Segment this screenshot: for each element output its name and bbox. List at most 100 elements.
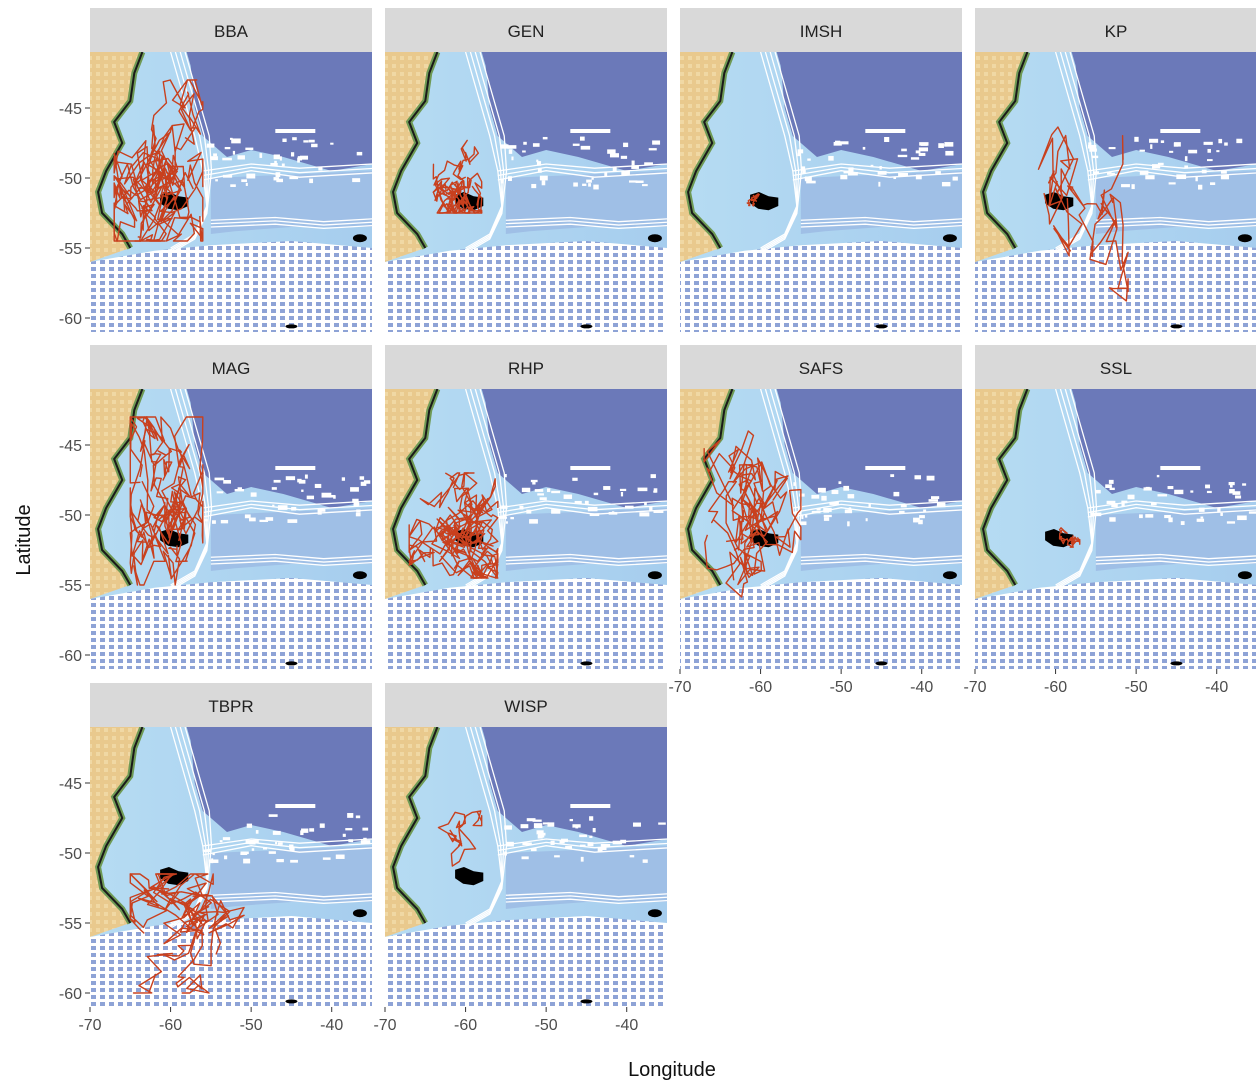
y-tick-label: -60 bbox=[59, 311, 82, 328]
ridge-band bbox=[1095, 508, 1256, 571]
coastline bbox=[982, 52, 1029, 249]
map-basemap bbox=[385, 52, 667, 332]
animal-tracks bbox=[437, 810, 483, 867]
track-line bbox=[162, 491, 197, 586]
track-line bbox=[1071, 186, 1129, 302]
south-georgia bbox=[942, 234, 957, 243]
south-georgia bbox=[352, 234, 367, 243]
south-america-land bbox=[680, 389, 733, 599]
map-panel-safs: SAFS bbox=[680, 345, 962, 669]
track-line bbox=[708, 480, 763, 598]
bathymetry-contours bbox=[759, 389, 962, 591]
south-orkney bbox=[1170, 324, 1183, 329]
facet-strip bbox=[680, 8, 962, 52]
track-line bbox=[432, 180, 465, 214]
map-panel-mag: MAG bbox=[90, 345, 372, 669]
y-tick-label: -45 bbox=[59, 776, 82, 793]
x-tick-label: -70 bbox=[963, 679, 986, 696]
facet-strip-label: GEN bbox=[508, 22, 545, 41]
track-line bbox=[432, 163, 458, 214]
y-tick-label: -50 bbox=[59, 171, 82, 188]
facet-strip-label: WISP bbox=[504, 697, 547, 716]
deep-ocean-basin bbox=[1071, 52, 1256, 171]
facet-strip-label: SAFS bbox=[799, 359, 843, 378]
facet-strip bbox=[385, 683, 667, 727]
south-orkney bbox=[285, 999, 298, 1004]
track-line bbox=[113, 155, 169, 222]
animal-tracks bbox=[129, 416, 204, 586]
coastline bbox=[97, 727, 144, 924]
facet-strip-label: TBPR bbox=[208, 697, 253, 716]
track-line bbox=[159, 151, 204, 222]
ridge-band bbox=[210, 846, 372, 909]
facet-strip-label: KP bbox=[1105, 22, 1128, 41]
x-tick-label: -40 bbox=[615, 1017, 638, 1034]
map-panel-rhp: RHP bbox=[385, 345, 667, 669]
facet-strip bbox=[385, 345, 667, 389]
south-orkney bbox=[580, 324, 593, 329]
track-line bbox=[704, 510, 779, 571]
south-georgia bbox=[352, 571, 367, 580]
track-line bbox=[156, 893, 231, 967]
x-tick-label: -60 bbox=[159, 1017, 182, 1034]
coastline bbox=[392, 52, 439, 249]
track-line bbox=[452, 139, 480, 181]
map-basemap bbox=[90, 389, 372, 669]
south-georgia bbox=[647, 571, 662, 580]
south-orkney bbox=[285, 661, 298, 666]
facet-strip-label: MAG bbox=[212, 359, 251, 378]
south-georgia bbox=[647, 234, 662, 243]
bathymetry-contours bbox=[759, 52, 962, 254]
track-line bbox=[733, 514, 768, 586]
track-line bbox=[129, 487, 173, 574]
facet-strip-label: RHP bbox=[508, 359, 544, 378]
facet-strip bbox=[90, 683, 372, 727]
track-line bbox=[153, 416, 204, 528]
track-line bbox=[148, 79, 202, 177]
facet-strip-label: BBA bbox=[214, 22, 249, 41]
track-line bbox=[1037, 126, 1083, 257]
animal-tracks bbox=[746, 193, 760, 207]
track-line bbox=[1058, 527, 1073, 545]
scotia-sea-texture bbox=[90, 578, 372, 669]
scotia-sea-texture bbox=[385, 241, 667, 332]
facet-strip-label: IMSH bbox=[800, 22, 843, 41]
south-georgia bbox=[352, 909, 367, 918]
scotia-sea-texture bbox=[680, 241, 962, 332]
facet-strip bbox=[90, 345, 372, 389]
x-tick-label: -60 bbox=[1044, 679, 1067, 696]
south-orkney bbox=[580, 999, 593, 1004]
south-america-land bbox=[90, 389, 143, 599]
map-basemap bbox=[975, 389, 1256, 669]
x-tick-label: -50 bbox=[1125, 679, 1148, 696]
basin-specks bbox=[797, 129, 958, 187]
scotia-sea-texture bbox=[975, 241, 1256, 332]
ridge-band bbox=[210, 508, 372, 571]
deep-ocean-basin bbox=[1071, 389, 1256, 508]
x-tick-label: -40 bbox=[1205, 679, 1228, 696]
south-america-land bbox=[385, 389, 438, 599]
y-tick-label: -60 bbox=[59, 986, 82, 1003]
x-tick-label: -50 bbox=[240, 1017, 263, 1034]
x-tick-label: -70 bbox=[78, 1017, 101, 1034]
track-line bbox=[747, 470, 789, 528]
map-panel-kp: KP bbox=[975, 8, 1256, 332]
scotia-sea-texture bbox=[975, 578, 1256, 669]
south-america-land bbox=[385, 52, 438, 262]
facet-strip bbox=[975, 8, 1256, 52]
track-line bbox=[751, 488, 802, 556]
south-orkney bbox=[285, 324, 298, 329]
map-basemap bbox=[385, 389, 667, 669]
animal-tracks bbox=[113, 79, 204, 242]
x-tick-label: -70 bbox=[373, 1017, 396, 1034]
south-orkney bbox=[875, 661, 888, 666]
x-tick-label: -40 bbox=[910, 679, 933, 696]
x-axis-title: Longitude bbox=[628, 1059, 716, 1081]
track-line bbox=[746, 193, 760, 207]
track-line bbox=[152, 873, 213, 918]
track-line bbox=[447, 506, 494, 551]
south-america-land bbox=[90, 52, 143, 262]
axes-layer: -45 -50 -55 -60 -45 -50 -55 -60 -45 -50 -55 -60 -70 -… bbox=[59, 101, 1229, 1034]
coastline bbox=[687, 52, 734, 249]
y-tick-label: -50 bbox=[59, 846, 82, 863]
